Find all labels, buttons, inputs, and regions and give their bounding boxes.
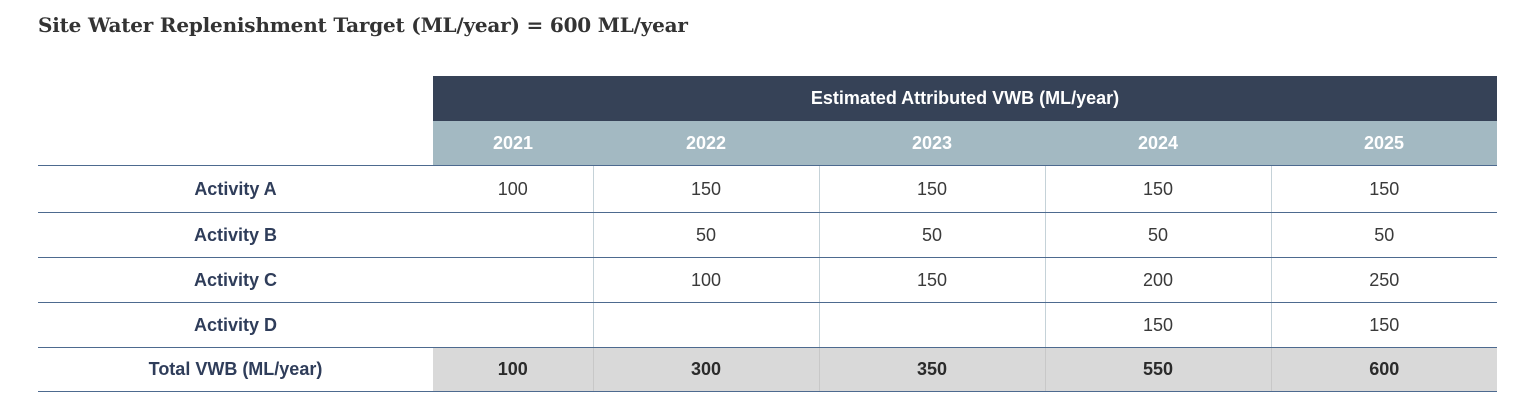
row-label: Activity A bbox=[38, 165, 433, 213]
row-label: Activity B bbox=[38, 212, 433, 258]
total-cell: 550 bbox=[1044, 347, 1271, 392]
table-row: Activity D 150 150 bbox=[38, 302, 1497, 348]
group-header: Estimated Attributed VWB (ML/year) bbox=[433, 76, 1497, 121]
table-cell: 50 bbox=[818, 212, 1045, 258]
total-cell: 600 bbox=[1270, 347, 1497, 392]
year-header: 2025 bbox=[1271, 121, 1497, 166]
table-cell bbox=[433, 302, 593, 348]
total-cell: 350 bbox=[818, 347, 1045, 392]
table-cell: 150 bbox=[818, 165, 1045, 213]
table-cell: 150 bbox=[1044, 165, 1271, 213]
header-spacer bbox=[38, 121, 433, 166]
table-cell: 200 bbox=[1044, 257, 1271, 303]
table-cell: 50 bbox=[592, 212, 819, 258]
total-label: Total VWB (ML/year) bbox=[38, 347, 433, 392]
vwb-table: Estimated Attributed VWB (ML/year) 2021 … bbox=[38, 76, 1497, 392]
table-cell: 150 bbox=[592, 165, 819, 213]
page-title: Site Water Replenishment Target (ML/year… bbox=[38, 13, 688, 37]
year-header-row: 2021 2022 2023 2024 2025 bbox=[38, 121, 1497, 166]
table-cell: 150 bbox=[1044, 302, 1271, 348]
table-cell bbox=[433, 212, 593, 258]
total-cell: 300 bbox=[592, 347, 819, 392]
table-cell: 150 bbox=[1270, 302, 1497, 348]
row-label: Activity D bbox=[38, 302, 433, 348]
table-cell: 50 bbox=[1270, 212, 1497, 258]
year-header: 2024 bbox=[1045, 121, 1271, 166]
total-row: Total VWB (ML/year) 100 300 350 550 600 bbox=[38, 347, 1497, 392]
table-cell: 50 bbox=[1044, 212, 1271, 258]
group-header-row: Estimated Attributed VWB (ML/year) bbox=[38, 76, 1497, 121]
table-cell bbox=[818, 302, 1045, 348]
table-cell: 150 bbox=[818, 257, 1045, 303]
year-header: 2022 bbox=[593, 121, 819, 166]
table-cell bbox=[592, 302, 819, 348]
table-row: Activity C 100 150 200 250 bbox=[38, 257, 1497, 303]
table-cell bbox=[433, 257, 593, 303]
total-cell: 100 bbox=[433, 347, 593, 392]
year-header: 2021 bbox=[433, 121, 593, 166]
table-row: Activity B 50 50 50 50 bbox=[38, 212, 1497, 258]
header-spacer bbox=[38, 76, 433, 121]
table-cell: 250 bbox=[1270, 257, 1497, 303]
table-row: Activity A 100 150 150 150 150 bbox=[38, 165, 1497, 213]
row-label: Activity C bbox=[38, 257, 433, 303]
table-cell: 100 bbox=[433, 165, 593, 213]
table-cell: 150 bbox=[1270, 165, 1497, 213]
year-header: 2023 bbox=[819, 121, 1045, 166]
table-cell: 100 bbox=[592, 257, 819, 303]
